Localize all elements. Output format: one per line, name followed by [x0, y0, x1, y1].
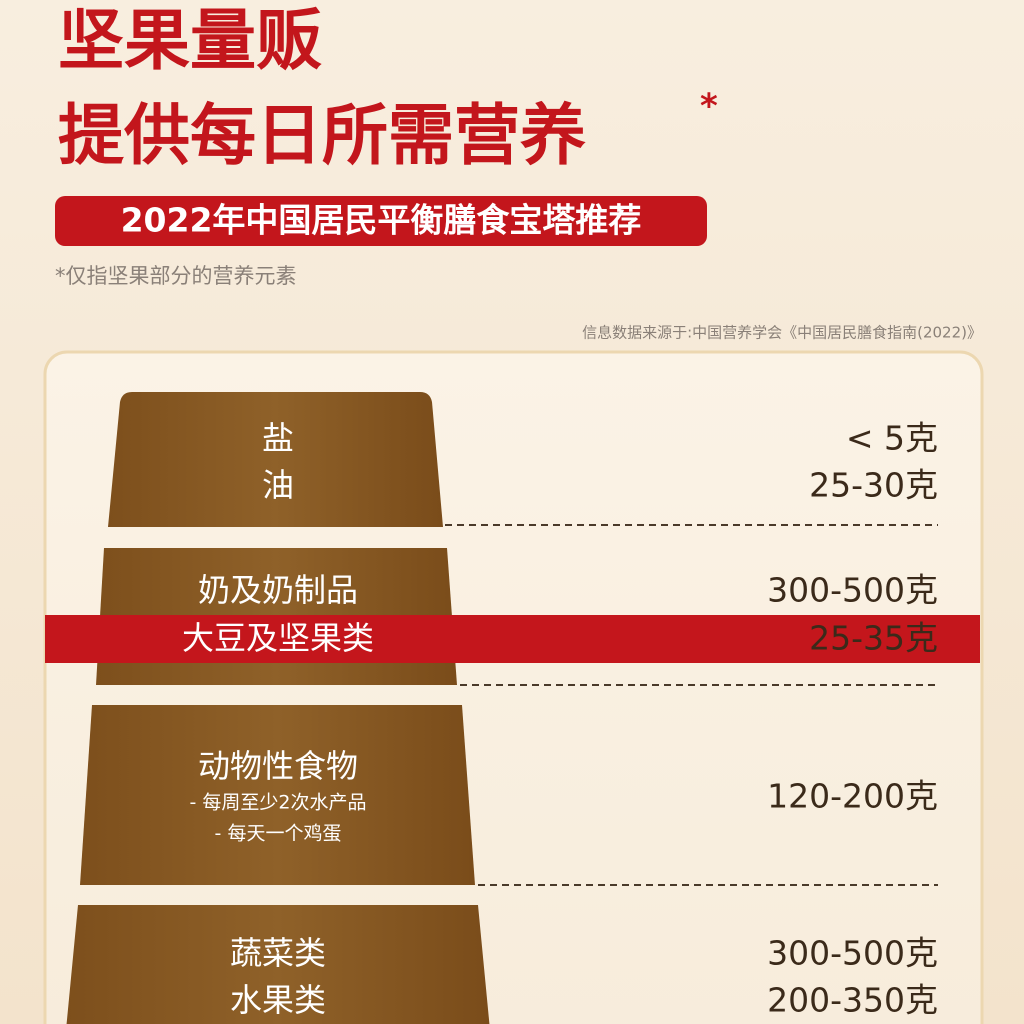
tier-sub-note: - 每周至少2次水产品 — [190, 792, 367, 814]
highlight-band — [45, 615, 980, 663]
tier-label-highlight: 大豆及坚果类 — [182, 619, 374, 657]
pyramid-tier — [66, 905, 490, 1024]
badge — [55, 196, 707, 246]
tier-label: 蔬菜类 — [230, 934, 326, 972]
title-line-2: 提供每日所需营养 — [58, 97, 586, 174]
tier-label: 奶及奶制品 — [198, 571, 358, 609]
tier-amount: 25-30克 — [809, 466, 938, 505]
tier-amount: 200-350克 — [767, 981, 938, 1020]
pyramid-tier — [108, 392, 443, 527]
tier-amount: 300-500克 — [767, 571, 938, 610]
title-asterisk: * — [700, 87, 718, 127]
tier-amount: < 5克 — [846, 419, 938, 458]
source: 信息数据来源于:中国营养学会《中国居民膳食指南(2022)》 — [582, 324, 982, 342]
footnote: *仅指坚果部分的营养元素 — [55, 264, 297, 288]
tier-label: 盐 — [262, 419, 294, 457]
tier-amount-highlight: 25-35克 — [809, 619, 938, 658]
tier-label: 水果类 — [230, 981, 326, 1019]
tier-label: 油 — [262, 466, 294, 504]
tier-label: 动物性食物 — [198, 747, 358, 785]
tier-sub-note: - 每天一个鸡蛋 — [215, 823, 342, 845]
tier-amount: 300-500克 — [767, 934, 938, 973]
tier-amount: 120-200克 — [767, 777, 938, 816]
badge-text: 2022年中国居民平衡膳食宝塔推荐 — [121, 201, 642, 240]
pyramid-tier — [80, 705, 475, 885]
title-line-1: 坚果量贩 — [58, 2, 322, 79]
